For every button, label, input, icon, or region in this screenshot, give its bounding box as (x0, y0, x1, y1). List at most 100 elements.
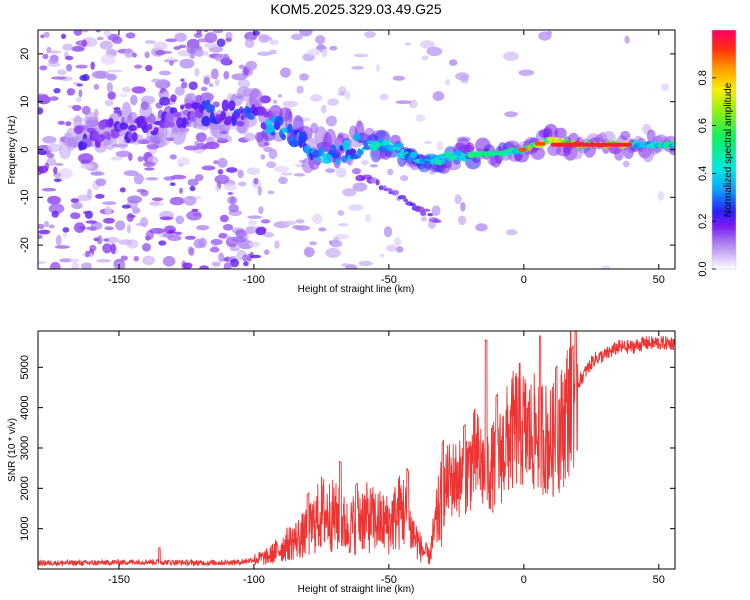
spectrogram-noise-blob (329, 45, 338, 51)
spectrogram-noise-blob (214, 185, 220, 192)
spectrogram-ridge-halo (543, 123, 558, 141)
spectrogram-branch-mark (383, 187, 393, 192)
spectrogram-noise-blob (111, 36, 123, 44)
spectrogram-noise-blob (57, 168, 73, 180)
spectrogram-noise-blob (231, 236, 247, 243)
spectrogram-noise-blob (505, 229, 518, 236)
spectrogram-noise-blob (263, 232, 275, 238)
spectrogram-noise-blob (337, 223, 349, 227)
spectrogram-noise-blob (174, 86, 185, 96)
spectrogram-noise-blob (136, 188, 147, 193)
spectrogram-noise-blob (280, 67, 291, 78)
spectrogram-noise-blob (309, 241, 317, 246)
spectrogram-noise-blob (170, 174, 187, 180)
spectrogram-noise-blob (449, 59, 458, 66)
spectrogram-ridge-mark (413, 152, 418, 157)
spectrogram-noise-blob (103, 30, 112, 37)
snr-x-tick-label: -100 (243, 574, 265, 586)
spectrogram-noise-blob (82, 210, 93, 215)
spectrogram-noise-blob (133, 173, 144, 185)
snr-series-line (38, 331, 675, 568)
spectrogram-ridge-mark (245, 107, 253, 114)
spectrogram-noise-blob (96, 259, 112, 263)
spectrogram-noise-blob (54, 163, 64, 166)
spectrogram-ridge-mark (148, 113, 156, 125)
snr-y-tick-label: 5000 (19, 355, 31, 379)
spectrogram-noise-blob (145, 64, 153, 72)
spectrogram-ridge-mark (393, 143, 403, 148)
spectrogram-noise-blob (180, 78, 185, 82)
spectrogram-noise-blob (131, 86, 146, 94)
spectrogram-noise-blob (431, 205, 441, 216)
spectrogram-noise-blob (165, 38, 177, 43)
spectrogram-ridge-mark (443, 151, 453, 158)
spectrogram-noise-blob (48, 203, 65, 214)
spectrogram-noise-blob (95, 178, 107, 187)
spectrogram-x-tick-label: -100 (243, 274, 265, 286)
spectrogram-ridge-halo (465, 142, 475, 153)
snr-x-tick-label: 50 (653, 574, 665, 586)
spectrogram-ridge-mark (262, 111, 270, 118)
spectrogram-noise-blob (158, 240, 167, 246)
spectrogram-noise-blob (93, 237, 100, 242)
spectrogram-noise-blob (245, 60, 257, 71)
spectrogram-noise-blob (257, 185, 262, 196)
spectrogram-noise-blob (134, 64, 143, 69)
spectrogram-noise-blob (151, 197, 164, 202)
spectrogram-noise-blob (392, 75, 405, 81)
spectrogram-noise-blob (46, 152, 55, 159)
spectrogram-noise-blob (149, 227, 165, 234)
spectrogram-noise-blob (121, 204, 131, 209)
spectrogram-noise-blob (225, 37, 232, 42)
spectrogram-branch-mark (423, 208, 431, 212)
spectrogram-noise-blob (43, 31, 50, 38)
spectrogram-noise-blob (120, 255, 128, 261)
spectrogram-ridge-halo (530, 146, 546, 160)
spectrogram-noise-blob (146, 144, 159, 150)
spectrogram-noise-blob (200, 86, 208, 92)
spectrogram-noise-blob (227, 191, 234, 196)
spectrogram-noise-blob (62, 227, 70, 233)
spectrogram-ridge-halo (620, 130, 631, 141)
spectrogram-noise-blob (69, 258, 80, 263)
spectrogram-branch-mark (398, 195, 407, 200)
spectrogram-ridge-mark (141, 125, 149, 133)
spectrogram-noise-blob (150, 78, 162, 83)
spectrogram-noise-blob (214, 78, 220, 87)
spectrogram-noise-blob (345, 264, 358, 269)
spectrogram-noise-blob (53, 166, 58, 175)
spectrogram-noise-blob (102, 243, 112, 254)
spectrogram-noise-blob (170, 94, 177, 103)
spectrogram-ridge-halo (174, 127, 189, 136)
spectrogram-branch-mark (420, 211, 427, 216)
spectrogram-noise-blob (49, 50, 61, 54)
spectrogram-noise-blob (132, 207, 141, 214)
colorbar-tick-label: 0.6 (697, 118, 709, 133)
spectrogram-noise-blob (95, 193, 105, 199)
spectrogram-ridge-mark (270, 131, 275, 136)
spectrogram-ridge-mark (377, 138, 384, 144)
spectrogram-y-tick-label: -10 (19, 189, 31, 205)
colorbar-gradient (712, 30, 736, 269)
spectrogram-noise-blob (624, 35, 630, 44)
spectrogram-noise-blob (278, 176, 288, 185)
spectrogram-noise-blob (657, 190, 665, 201)
spectrogram-ridge-halo (118, 126, 129, 150)
snr-frame (37, 330, 676, 570)
spectrogram-peak-band (518, 147, 527, 152)
colorbar-label: Normalized spectral amplitude (723, 82, 734, 217)
spectrogram-noise-blob (196, 225, 210, 231)
spectrogram-branch-mark (352, 168, 361, 175)
spectrogram-noise-blob (262, 36, 273, 42)
spectrogram-ridge-mark (247, 114, 255, 120)
spectrogram-ridge-halo (111, 114, 122, 123)
spectrogram-ridge-halo (83, 111, 99, 134)
spectrogram-noise-blob (191, 208, 199, 212)
spectrogram-noise-blob (169, 154, 177, 160)
spectrogram-noise-blob (143, 161, 156, 168)
spectrogram-noise-blob (295, 219, 305, 224)
spectrogram-noise-blob (409, 99, 418, 109)
spectrogram-x-tick-label: -50 (381, 274, 397, 286)
spectrogram-noise-blob (318, 227, 327, 232)
spectrogram-noise-blob (49, 96, 59, 101)
